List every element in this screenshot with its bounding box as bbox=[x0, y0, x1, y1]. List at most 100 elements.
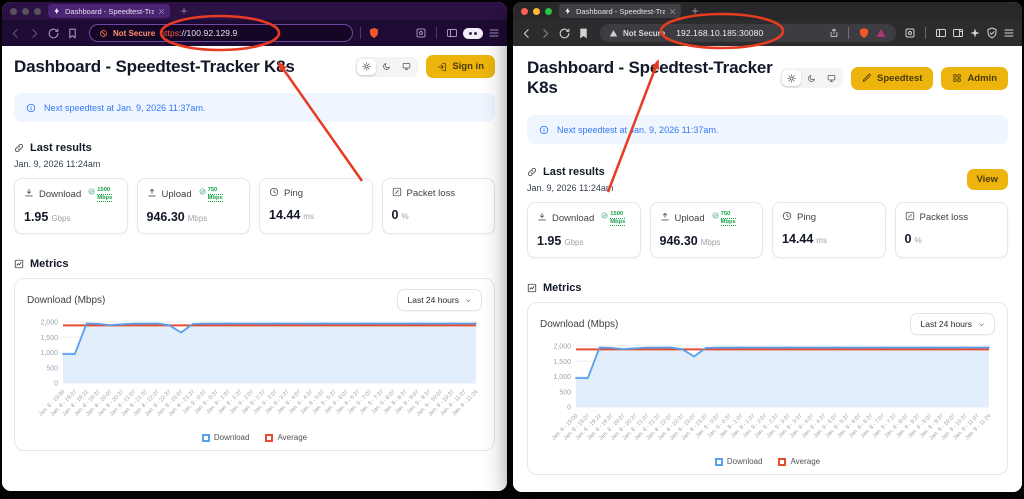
reload-icon[interactable] bbox=[558, 27, 571, 40]
card-unit: Mbps bbox=[700, 238, 721, 247]
titlebar[interactable]: Dashboard - Speedtest-Track bbox=[513, 2, 1022, 20]
brave-shield-icon[interactable] bbox=[368, 27, 380, 39]
zoom-window-button[interactable] bbox=[545, 7, 552, 15]
time-range-select[interactable]: Last 24 hours bbox=[397, 289, 482, 311]
theme-dark-button[interactable] bbox=[802, 70, 821, 86]
dashboard-page: Dashboard - Speedtest-Tracker K8s Sign i… bbox=[2, 46, 507, 491]
tab-favicon-icon bbox=[54, 7, 59, 15]
toolbar-divider bbox=[436, 27, 437, 39]
forward-icon[interactable] bbox=[539, 27, 552, 40]
percent-icon bbox=[905, 211, 915, 224]
sign-in-button[interactable]: Sign in bbox=[426, 55, 495, 78]
last-results-timestamp: Jan. 9, 2026 11:24am bbox=[14, 159, 101, 169]
new-tab-button[interactable] bbox=[180, 7, 188, 15]
legend-item-download[interactable]: Download bbox=[201, 433, 249, 442]
sun-icon bbox=[787, 73, 796, 83]
theme-light-button[interactable] bbox=[357, 58, 377, 75]
forward-icon[interactable] bbox=[28, 27, 41, 40]
panel-icon[interactable] bbox=[952, 27, 964, 39]
screenshot-icon[interactable] bbox=[904, 27, 916, 39]
next-speedtest-banner: Next speedtest at Jan. 9, 2026 11:37am. bbox=[527, 115, 1008, 144]
security-label: Not Secure bbox=[623, 28, 666, 38]
browser-tab[interactable]: Dashboard - Speedtest-Track bbox=[48, 4, 170, 18]
theme-dark-button[interactable] bbox=[377, 59, 396, 75]
check-circle-icon bbox=[712, 211, 719, 222]
legend-swatch bbox=[778, 457, 787, 466]
address-bar[interactable]: Not Secure https://100.92.129.9 bbox=[89, 24, 353, 42]
sun-icon bbox=[362, 62, 371, 71]
card-unit: Mbps bbox=[187, 214, 208, 223]
brave-shield-icon[interactable] bbox=[858, 27, 870, 39]
admin-button[interactable]: Admin bbox=[941, 66, 1008, 90]
bookmark-icon[interactable] bbox=[66, 27, 79, 40]
time-range-select[interactable]: Last 24 hours bbox=[910, 313, 995, 335]
back-icon[interactable] bbox=[9, 27, 22, 40]
close-window-button[interactable] bbox=[10, 7, 17, 15]
check-circle-icon bbox=[88, 187, 95, 198]
close-window-button[interactable] bbox=[521, 7, 528, 15]
threshold-badge: 750 Mbps bbox=[712, 211, 736, 226]
link-icon bbox=[15, 144, 23, 152]
page-title: Dashboard - Speedtest-Tracker K8s bbox=[527, 58, 773, 97]
card-label: Packet loss bbox=[406, 188, 456, 199]
sidebar-icon[interactable] bbox=[446, 27, 458, 39]
card-label: Packet loss bbox=[919, 212, 969, 223]
monitor-icon bbox=[403, 63, 411, 70]
card-unit: % bbox=[401, 212, 409, 221]
profile-pill-icon[interactable] bbox=[463, 27, 483, 39]
metrics-title: Metrics bbox=[543, 282, 582, 294]
theme-system-button[interactable] bbox=[397, 59, 416, 75]
chart-legend: Download Average bbox=[540, 457, 995, 472]
back-icon[interactable] bbox=[520, 27, 533, 40]
url-text[interactable]: https://100.92.129.9 bbox=[160, 28, 237, 38]
shield-check-icon[interactable] bbox=[986, 27, 998, 39]
card-value: 1.95 Gbps bbox=[537, 234, 584, 248]
extension-triangle-icon[interactable] bbox=[875, 27, 887, 39]
traffic-lights[interactable] bbox=[521, 7, 552, 15]
minimize-window-button[interactable] bbox=[533, 7, 540, 15]
share-icon[interactable] bbox=[829, 28, 839, 38]
menu-icon[interactable] bbox=[1003, 27, 1015, 39]
legend-item-download[interactable]: Download bbox=[714, 457, 762, 466]
view-button[interactable]: View bbox=[966, 169, 1008, 190]
close-icon[interactable] bbox=[158, 8, 165, 15]
traffic-lights[interactable] bbox=[10, 7, 41, 15]
address-bar[interactable]: Not Secure 192.168.10.185:30080 bbox=[600, 24, 896, 42]
browser-tab[interactable]: Dashboard - Speedtest-Track bbox=[559, 4, 681, 18]
card-value: 946.30 Mbps bbox=[146, 210, 208, 224]
minimize-window-button[interactable] bbox=[22, 7, 29, 15]
y-tick-label: 2,000 bbox=[553, 344, 571, 351]
close-icon[interactable] bbox=[669, 8, 676, 15]
theme-light-button[interactable] bbox=[782, 70, 802, 86]
moon-icon bbox=[808, 74, 815, 82]
chevron-down-icon bbox=[979, 322, 984, 326]
monitor-icon bbox=[827, 74, 836, 82]
zoom-window-button[interactable] bbox=[34, 7, 41, 15]
legend-item-average[interactable]: Average bbox=[265, 433, 307, 442]
browser-window-right: Dashboard - Speedtest-Track Not Secure 1… bbox=[513, 2, 1022, 492]
legend-item-average[interactable]: Average bbox=[778, 457, 820, 466]
bookmark-icon[interactable] bbox=[577, 27, 590, 40]
sidebar-icon[interactable] bbox=[935, 27, 947, 39]
percent-icon bbox=[392, 187, 402, 200]
browser-toolbar: Not Secure https://100.92.129.9 bbox=[2, 20, 507, 46]
y-tick-label: 1,000 bbox=[40, 350, 58, 357]
theme-system-button[interactable] bbox=[822, 70, 841, 86]
download-chart-card: Download (Mbps) Last 24 hours 2,000 1,500… bbox=[14, 278, 495, 451]
reload-icon[interactable] bbox=[47, 27, 60, 40]
card-label: Download bbox=[552, 213, 595, 224]
time-range-value: Last 24 hours bbox=[407, 295, 459, 305]
new-tab-button[interactable] bbox=[691, 7, 699, 15]
url-scheme: https bbox=[160, 28, 180, 38]
card-label: Ping bbox=[797, 212, 817, 223]
screenshot-icon[interactable] bbox=[415, 27, 427, 39]
result-card-upload: Upload 750 Mbps 946.30 Mbps bbox=[136, 178, 250, 234]
speedtest-button[interactable]: Speedtest bbox=[851, 66, 934, 90]
login-icon bbox=[438, 62, 447, 71]
speedtest-label: Speedtest bbox=[877, 72, 923, 84]
titlebar[interactable]: Dashboard - Speedtest-Track bbox=[2, 2, 507, 20]
url-text[interactable]: 192.168.10.185:30080 bbox=[676, 28, 764, 38]
menu-icon[interactable] bbox=[488, 27, 500, 39]
sparkle-icon[interactable] bbox=[969, 27, 981, 39]
download-area bbox=[63, 323, 476, 383]
